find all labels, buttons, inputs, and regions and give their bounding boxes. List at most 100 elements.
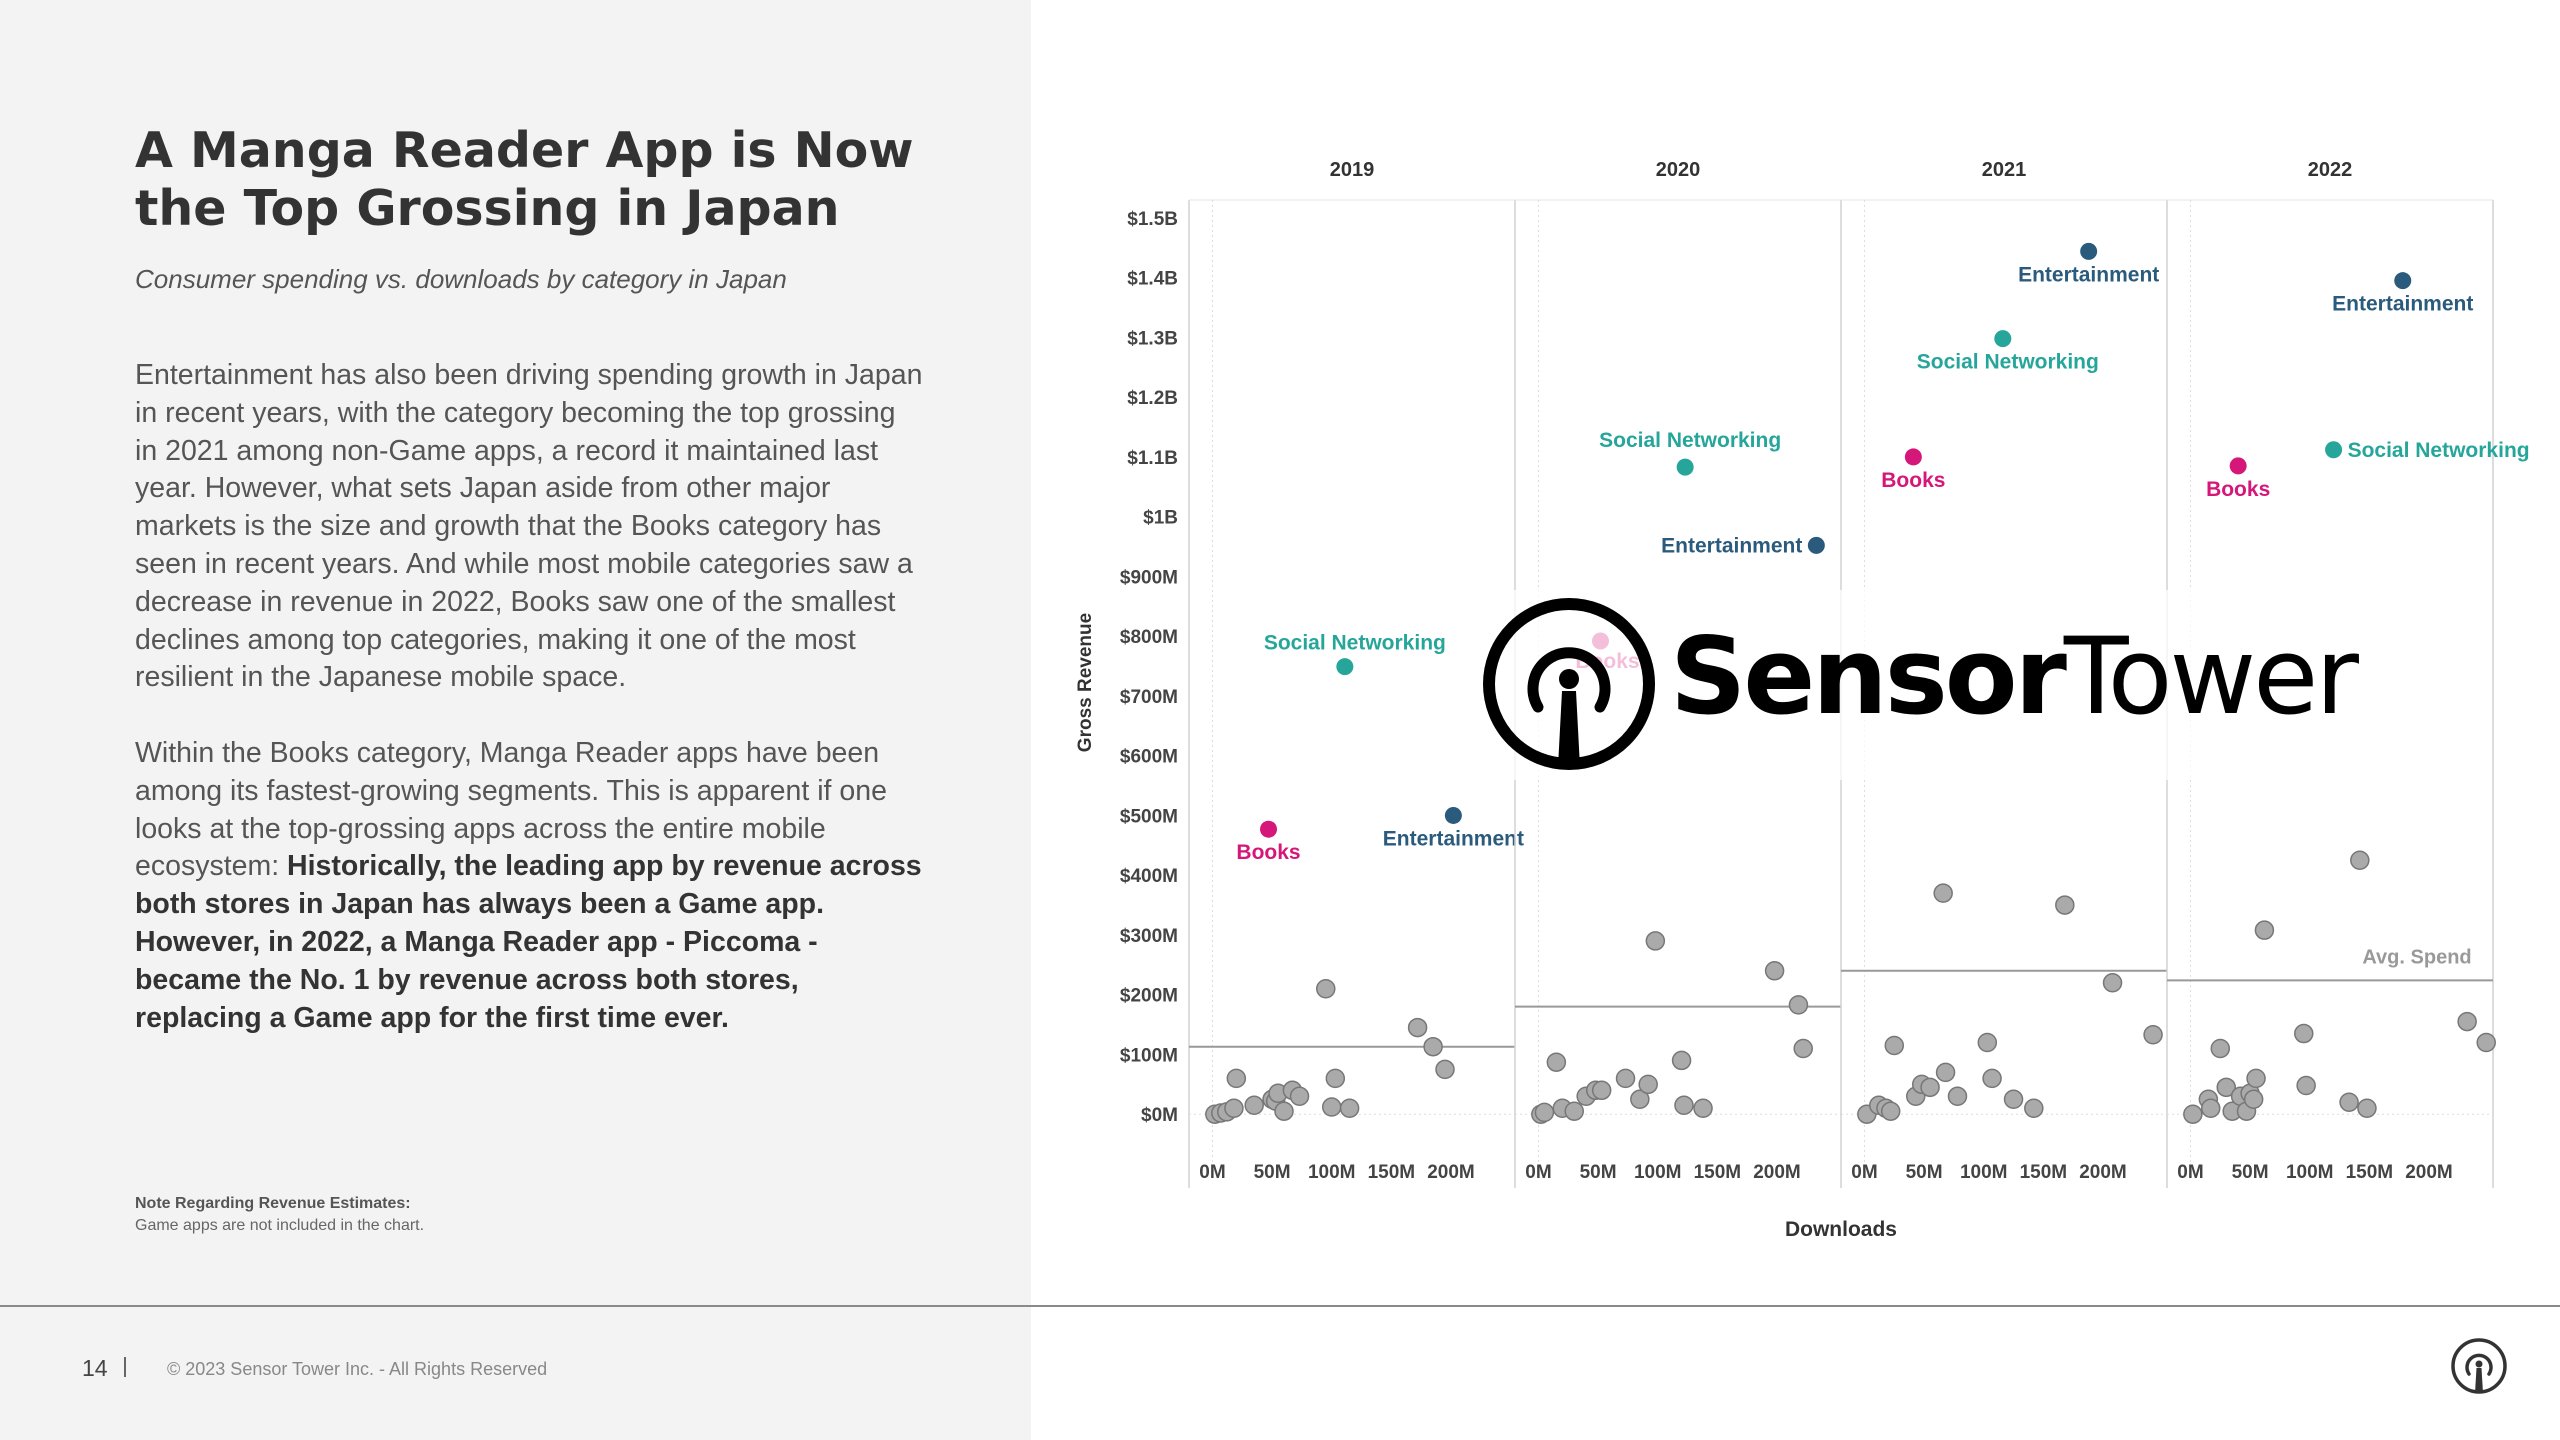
panel-year-label: 2022 [2308, 159, 2353, 181]
y-tick-label: $1.5B [1127, 209, 1178, 230]
x-tick-label: 100M [1634, 1162, 1682, 1183]
data-point-entertainment [2394, 272, 2412, 290]
x-tick-label: 150M [2346, 1162, 2394, 1183]
data-point-other [1880, 1101, 1901, 1121]
data-point-other [1793, 1038, 1813, 1059]
y-tick-label: $0M [1141, 1105, 1178, 1126]
body-paragraph-1: Entertainment has also been driving spen… [135, 359, 923, 694]
y-tick-label: $1.3B [1127, 328, 1178, 349]
point-label: Social Networking [1264, 632, 1446, 655]
page-number: 14 [82, 1355, 108, 1381]
data-point-other [1671, 1050, 1692, 1071]
data-point-other [2024, 1098, 2044, 1118]
data-point-other [2246, 1068, 2266, 1089]
revenue-note: Note Regarding Revenue Estimates: Game a… [135, 1193, 424, 1237]
data-point-other [1339, 1098, 1360, 1118]
data-point-other [1316, 978, 1336, 999]
data-point-entertainment [1444, 806, 1462, 824]
note-title: Note Regarding Revenue Estimates: [135, 1195, 411, 1212]
x-tick-label: 0M [1525, 1162, 1551, 1183]
x-tick-label: 200M [1427, 1162, 1475, 1183]
x-tick-label: 50M [2232, 1162, 2269, 1183]
x-tick-label: 150M [2020, 1162, 2068, 1183]
x-tick-label: 50M [1254, 1162, 1291, 1183]
sensortower-logo-icon [1483, 598, 1655, 770]
copyright-text: © 2023 Sensor Tower Inc. - All Rights Re… [167, 1359, 548, 1379]
data-point-other [1615, 1068, 1636, 1089]
data-point-other [2339, 1092, 2359, 1113]
y-tick-label: $800M [1120, 627, 1178, 648]
data-point-other [2200, 1098, 2221, 1118]
y-tick-label: $400M [1120, 866, 1178, 887]
data-point-other [1933, 883, 1953, 903]
point-label: Entertainment [1661, 534, 1802, 557]
data-point-other [1274, 1101, 1294, 1121]
x-tick-label: 100M [2286, 1162, 2334, 1183]
data-point-other [2055, 895, 2075, 915]
x-tick-label: 150M [1694, 1162, 1742, 1183]
data-point-other [1982, 1068, 2002, 1089]
x-tick-label: 50M [1906, 1162, 1943, 1183]
data-point-other [2457, 1011, 2477, 1032]
page-subtitle: Consumer spending vs. downloads by categ… [135, 264, 787, 294]
x-tick-label: 150M [1368, 1162, 1416, 1183]
data-point-other [1884, 1035, 1905, 1056]
data-point-other [1423, 1036, 1443, 1057]
x-tick-label: 200M [2405, 1162, 2453, 1183]
data-point-other [1764, 961, 1785, 981]
point-label: Entertainment [2018, 263, 2159, 286]
data-point-other [2296, 1075, 2316, 1096]
body-paragraph-2-text: Within the Books category, Manga Reader … [135, 737, 887, 883]
data-point-social-networking [1994, 330, 2012, 348]
data-point-other [1947, 1086, 1968, 1107]
page-number-separator [124, 1357, 126, 1377]
scatter-chart: $0M $100M $200M $300M $400M $500M $600M $700M $8… [1075, 159, 2530, 1241]
page-title: A Manga Reader App is Now the Top Grossi… [135, 122, 914, 237]
data-point-other [1546, 1052, 1567, 1072]
point-label: Books [1236, 841, 1300, 864]
data-point-other [2357, 1098, 2377, 1118]
sensortower-watermark: SensorTower [1470, 590, 2359, 780]
y-tick-label: $600M [1120, 747, 1178, 768]
data-point-other [2216, 1077, 2236, 1098]
left-panel [0, 0, 1031, 1440]
data-point-other [1325, 1068, 1346, 1089]
data-point-other [1435, 1059, 1455, 1080]
y-tick-label: $100M [1120, 1045, 1178, 1066]
point-label: Social Networking [2348, 439, 2530, 462]
x-tick-label: 200M [2079, 1162, 2127, 1183]
data-point-social-networking [1336, 658, 1354, 676]
point-label: Entertainment [2332, 293, 2473, 316]
y-tick-label: $1.4B [1127, 269, 1178, 290]
data-point-other [1321, 1097, 1342, 1117]
point-label: Books [2206, 478, 2270, 501]
avg-spend-label: Avg. Spend [2362, 946, 2471, 968]
data-point-other [1244, 1095, 1264, 1115]
data-point-other [2254, 920, 2275, 940]
data-point-other [1645, 931, 1666, 951]
data-point-other [2210, 1038, 2231, 1059]
y-tick-label: $500M [1120, 806, 1178, 827]
sensortower-corner-icon [2451, 1338, 2507, 1394]
data-point-other [1591, 1080, 1612, 1101]
data-point-other [1674, 1095, 1694, 1115]
data-point-other [1630, 1089, 1650, 1110]
data-point-other [2143, 1024, 2163, 1045]
x-tick-label: 0M [1851, 1162, 1877, 1183]
data-point-other [1977, 1032, 1998, 1053]
data-point-other [1935, 1062, 1956, 1083]
body-paragraph-2: Within the Books category, Manga Reader … [135, 735, 925, 1037]
body-paragraph-2-highlight: Historically, the leading app by revenue… [135, 850, 922, 1034]
point-label: Social Networking [1917, 351, 2099, 374]
y-tick-label: $1.1B [1127, 448, 1178, 469]
data-point-social-networking [2325, 441, 2343, 459]
y-tick-label: $900M [1120, 567, 1178, 588]
data-point-other [1920, 1077, 1940, 1098]
y-axis-label: Gross Revenue [1075, 613, 1096, 752]
sensortower-wordmark: SensorTower [1670, 615, 2359, 738]
data-point-other [2294, 1023, 2314, 1044]
panel-year-label: 2020 [1656, 159, 1701, 181]
data-point-entertainment [1807, 536, 1825, 554]
data-point-other [2350, 850, 2370, 871]
point-label: Social Networking [1599, 429, 1781, 452]
